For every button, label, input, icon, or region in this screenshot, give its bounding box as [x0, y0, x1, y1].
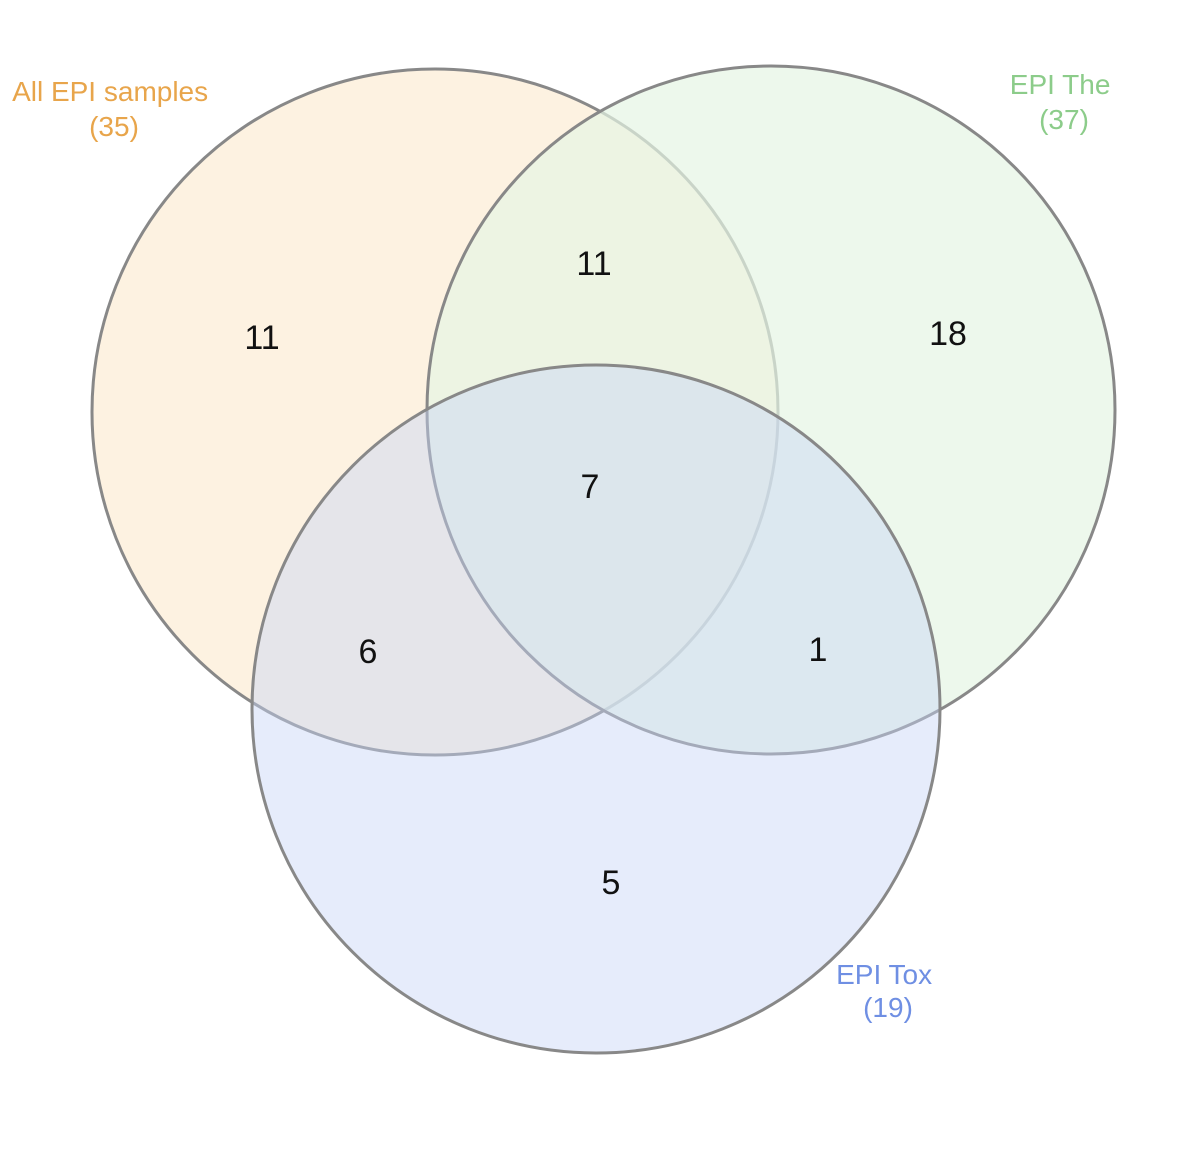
count-all-only: 11: [244, 319, 279, 357]
count-all-tox: 6: [359, 633, 378, 671]
count-all-the-tox: 7: [581, 468, 600, 506]
set-total-all: (35): [89, 111, 139, 142]
count-the-only: 18: [929, 315, 967, 353]
set-total-tox: (19): [863, 992, 913, 1023]
set-name-all: All EPI samples: [12, 76, 208, 107]
set-total-the: (37): [1039, 104, 1089, 135]
count-tox-only: 5: [602, 864, 621, 902]
set-label-all-epi-samples: All EPI samples (35): [12, 76, 216, 142]
set-name-the: EPI The: [1010, 69, 1111, 100]
count-all-the: 11: [576, 245, 611, 283]
set-label-epi-tox: EPI Tox (19): [836, 959, 940, 1023]
circle-epi-tox: [250, 363, 942, 1055]
set-label-epi-the: EPI The (37): [1010, 69, 1118, 135]
count-the-tox: 1: [809, 631, 828, 669]
set-name-tox: EPI Tox: [836, 959, 932, 990]
